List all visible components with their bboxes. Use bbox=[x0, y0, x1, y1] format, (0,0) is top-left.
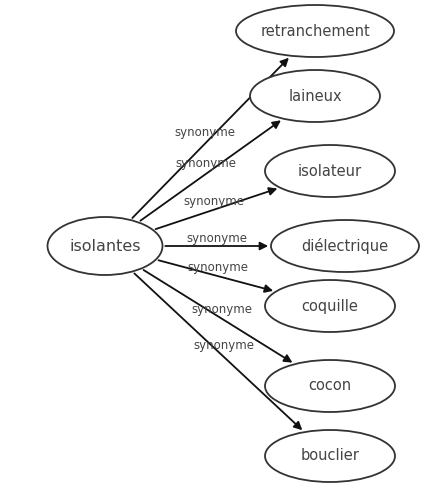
Text: coquille: coquille bbox=[302, 299, 359, 313]
Ellipse shape bbox=[265, 280, 395, 332]
Ellipse shape bbox=[48, 217, 162, 275]
Ellipse shape bbox=[265, 430, 395, 482]
Ellipse shape bbox=[265, 145, 395, 197]
Text: cocon: cocon bbox=[308, 379, 352, 393]
Text: laineux: laineux bbox=[288, 88, 342, 104]
Text: diélectrique: diélectrique bbox=[302, 238, 388, 254]
Ellipse shape bbox=[271, 220, 419, 272]
Text: isolateur: isolateur bbox=[298, 164, 362, 179]
Ellipse shape bbox=[250, 70, 380, 122]
Text: synonyme: synonyme bbox=[187, 261, 248, 274]
Ellipse shape bbox=[265, 360, 395, 412]
Text: synonyme: synonyme bbox=[192, 303, 253, 316]
Text: synonyme: synonyme bbox=[194, 339, 254, 353]
Ellipse shape bbox=[236, 5, 394, 57]
Text: synonyme: synonyme bbox=[175, 158, 237, 170]
Text: retranchement: retranchement bbox=[260, 24, 370, 38]
Text: isolantes: isolantes bbox=[69, 239, 141, 253]
Text: synonyme: synonyme bbox=[186, 231, 247, 245]
Text: bouclier: bouclier bbox=[301, 448, 359, 464]
Text: synonyme: synonyme bbox=[175, 126, 235, 139]
Text: synonyme: synonyme bbox=[184, 195, 245, 208]
